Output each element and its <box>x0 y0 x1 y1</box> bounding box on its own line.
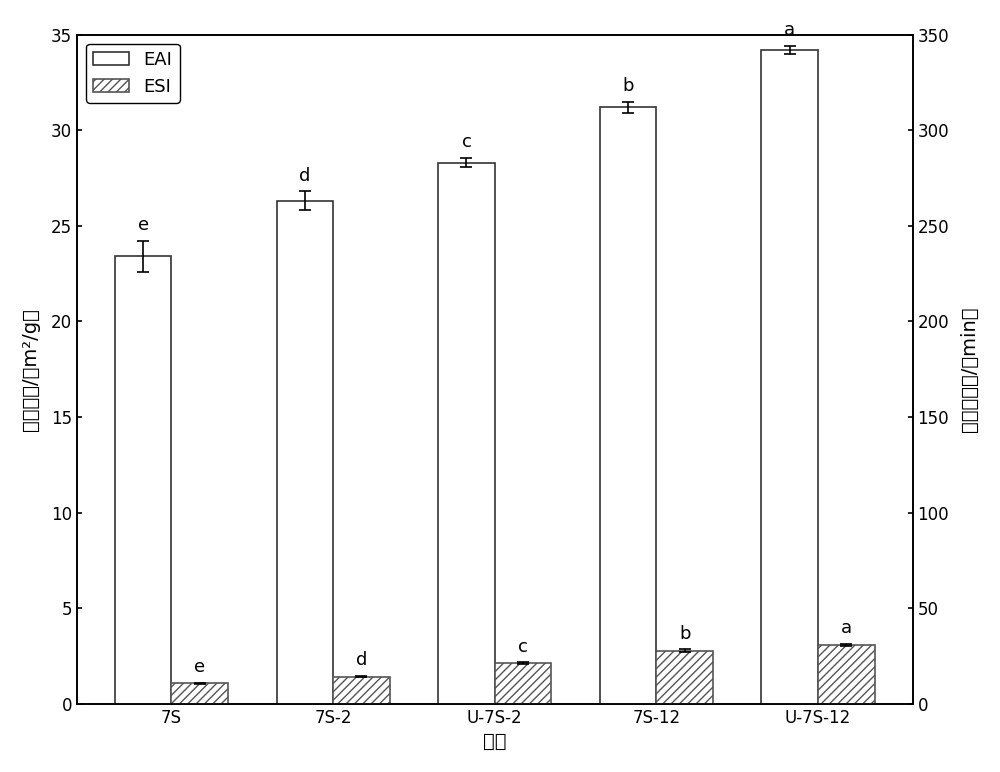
Text: b: b <box>622 76 634 95</box>
Bar <box>277 201 333 704</box>
Text: c: c <box>518 638 528 655</box>
Text: e: e <box>138 216 149 235</box>
Legend: EAI, ESI: EAI, ESI <box>86 43 180 103</box>
Text: d: d <box>356 652 367 669</box>
Bar <box>333 676 390 704</box>
Text: b: b <box>679 625 690 643</box>
Text: a: a <box>841 619 852 638</box>
Text: a: a <box>784 22 795 39</box>
Bar <box>115 256 171 704</box>
X-axis label: 样品: 样品 <box>483 732 506 751</box>
Y-axis label: 乳化活性/（m²/g）: 乳化活性/（m²/g） <box>21 308 40 431</box>
Bar <box>171 683 228 704</box>
Text: e: e <box>194 658 205 676</box>
Y-axis label: 乳化稳定性/（min）: 乳化稳定性/（min） <box>960 306 979 432</box>
Bar <box>600 107 656 704</box>
Bar <box>818 645 875 704</box>
Bar <box>656 651 713 704</box>
Text: d: d <box>299 167 311 185</box>
Bar <box>438 163 495 704</box>
Text: c: c <box>462 134 471 151</box>
Bar <box>761 50 818 704</box>
Bar <box>495 663 551 704</box>
